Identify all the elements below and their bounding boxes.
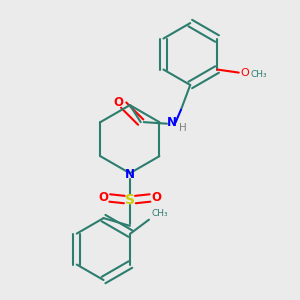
Text: CH₃: CH₃ — [250, 70, 267, 79]
Text: N: N — [125, 168, 135, 181]
Text: O: O — [98, 191, 108, 205]
Text: S: S — [125, 193, 135, 206]
Text: N: N — [167, 116, 177, 129]
Text: O: O — [113, 95, 123, 109]
Text: O: O — [152, 191, 162, 205]
Text: O: O — [240, 68, 249, 78]
Text: CH₃: CH₃ — [151, 209, 168, 218]
Text: H: H — [178, 123, 186, 133]
